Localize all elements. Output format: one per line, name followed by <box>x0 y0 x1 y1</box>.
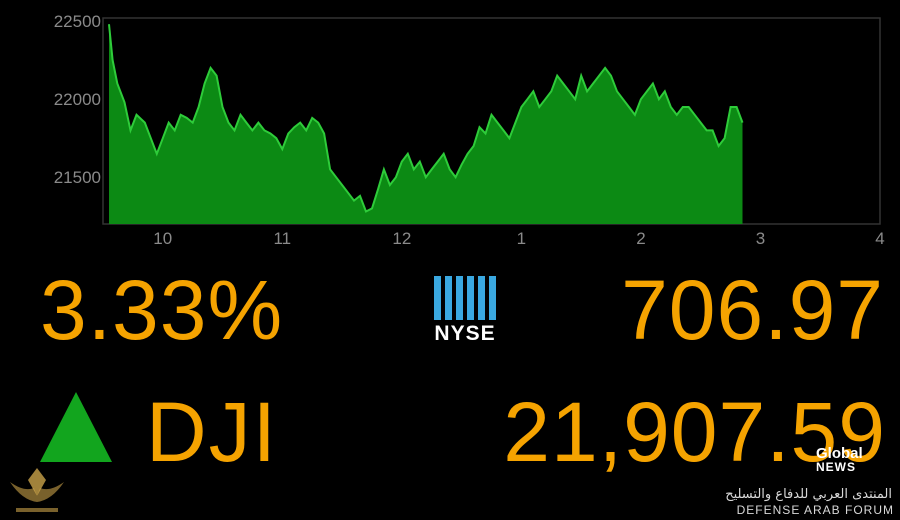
nyse-logo-text: NYSE <box>434 322 496 345</box>
y-axis-ticks: 21500 22000 22500 <box>54 12 101 187</box>
x-tick-label: 11 <box>273 229 291 248</box>
nyse-logo: NYSE <box>430 276 500 346</box>
x-tick-label: 12 <box>392 229 411 248</box>
points-change: 706.97 <box>621 263 884 357</box>
forum-english-watermark: DEFENSE ARAB FORUM <box>736 503 894 517</box>
forum-eagle-logo <box>10 468 64 512</box>
x-tick-label: 2 <box>636 229 645 248</box>
series-line <box>108 24 744 213</box>
series-area <box>109 24 743 225</box>
forum-arabic-watermark: المنتدى العربي للدفاع والتسليح <box>725 487 892 502</box>
up-triangle-icon <box>40 392 112 462</box>
y-tick-label: 21500 <box>54 168 101 187</box>
index-name: DJI <box>146 385 278 479</box>
x-axis-ticks: 10 11 12 1 2 3 4 <box>153 229 884 248</box>
x-tick-label: 1 <box>517 229 526 248</box>
nyse-building-icon <box>434 276 496 320</box>
y-tick-label: 22000 <box>54 90 101 109</box>
chart-area-layer <box>108 24 744 225</box>
x-tick-label: 10 <box>153 229 172 248</box>
global-news-line2: NEWS <box>816 460 856 474</box>
global-news-line1: Global <box>816 445 863 462</box>
percent-change: 3.33% <box>40 263 284 357</box>
x-tick-label: 4 <box>875 229 884 248</box>
global-news-watermark: Global NEWS <box>816 446 863 473</box>
index-level: 21,907.59 <box>503 385 886 479</box>
x-tick-label: 3 <box>756 229 765 248</box>
y-tick-label: 22500 <box>54 12 101 31</box>
